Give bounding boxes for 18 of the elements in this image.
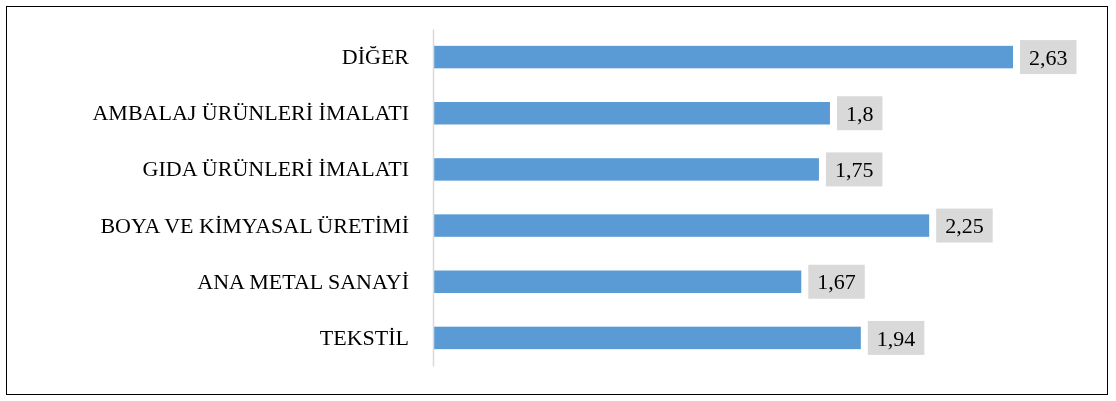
data-label: 2,63 — [1029, 44, 1068, 70]
data-label: 1,94 — [876, 325, 916, 351]
bar — [433, 214, 930, 237]
bar — [433, 45, 1013, 69]
bar — [433, 326, 861, 350]
data-label: 2,25 — [945, 213, 984, 239]
y-tick-label: GIDA ÜRÜNLERİ İMALATI — [142, 156, 409, 182]
bar — [433, 158, 819, 181]
y-tick-label: AMBALAJ ÜRÜNLERİ İMALATI — [92, 100, 409, 126]
bar — [433, 270, 802, 293]
bar — [433, 102, 830, 125]
y-tick-label: DİĞER — [341, 44, 410, 70]
y-tick-label: BOYA VE KİMYASAL ÜRETİMİ — [100, 212, 409, 238]
data-label: 1,8 — [845, 100, 874, 126]
y-tick-label: TEKSTİL — [319, 324, 409, 350]
y-tick-label: ANA METAL SANAYİ — [197, 268, 409, 294]
data-label: 1,75 — [834, 157, 874, 183]
data-label: 1,67 — [817, 269, 856, 295]
